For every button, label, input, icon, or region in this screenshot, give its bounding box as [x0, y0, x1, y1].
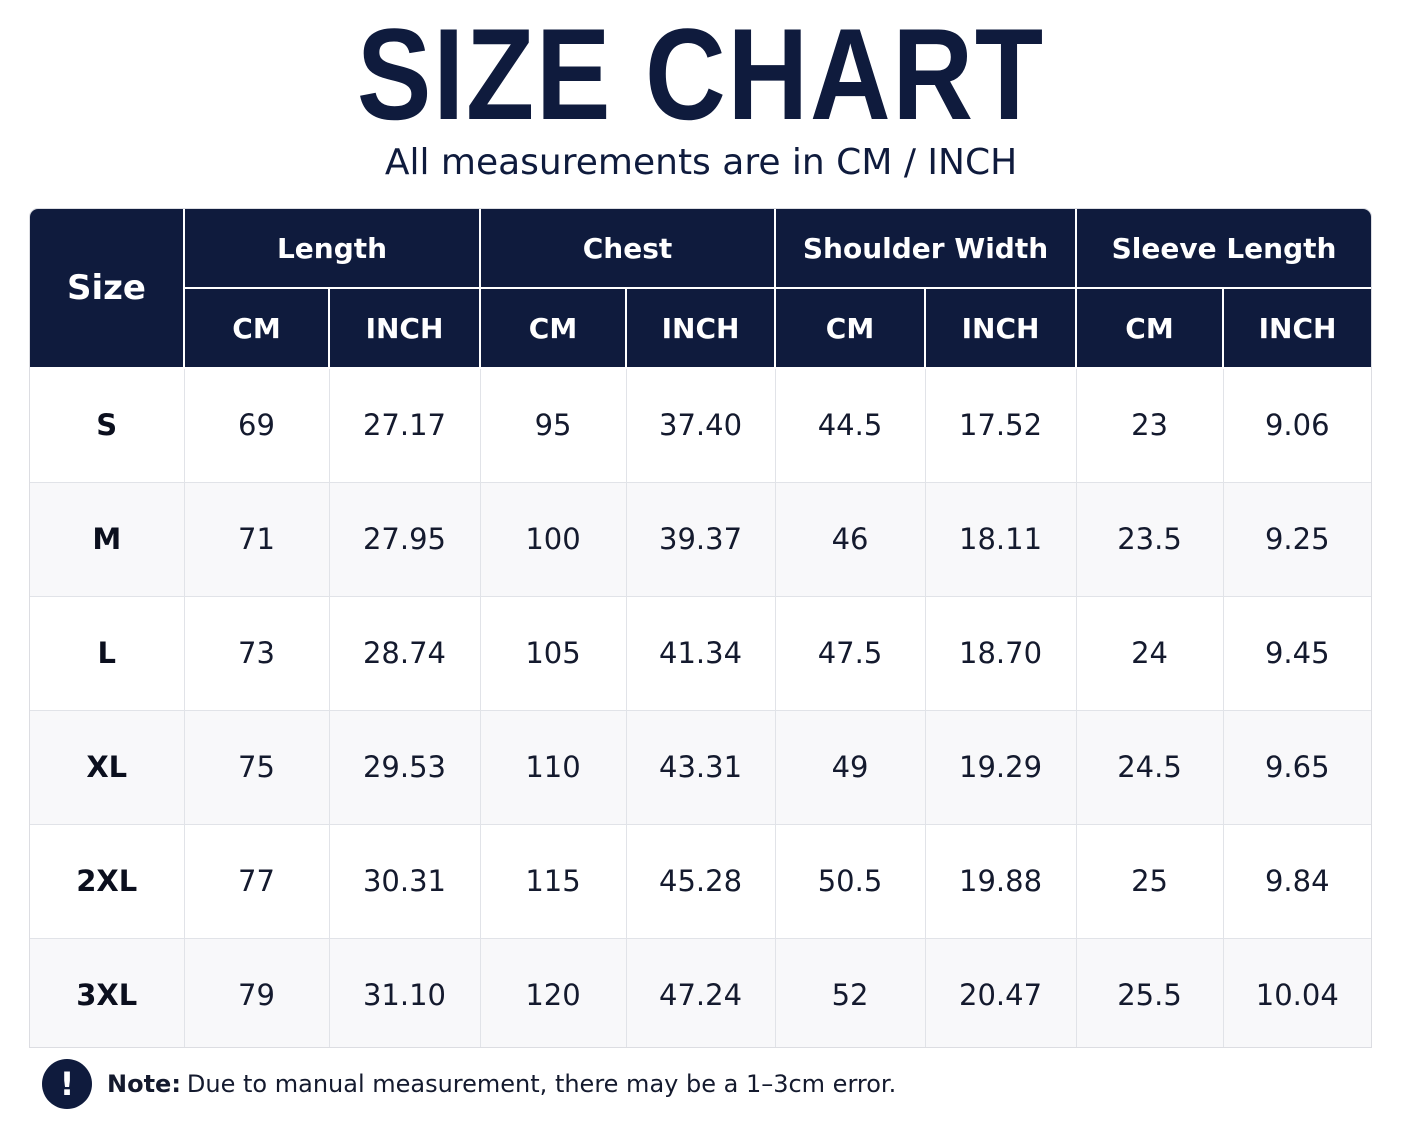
measurement-cell: 39.37: [625, 481, 776, 597]
measurement-cell: 95: [479, 368, 627, 483]
size-chart-table: Size Length Chest Shoulder Width Sleeve …: [30, 209, 1371, 1047]
measurement-cell: 110: [479, 709, 627, 825]
measurement-cell: 28.74: [328, 595, 481, 711]
measurement-cell: 41.34: [625, 595, 776, 711]
measurement-cell: 71: [183, 481, 330, 597]
table-row: XL 75 29.53 110 43.31 49 19.29 24.5 9.65: [30, 709, 1371, 825]
size-chart-body: S 69 27.17 95 37.40 44.5 17.52 23 9.06 M 71 27.95 10…: [30, 368, 1371, 1047]
table-row: 2XL 77 30.31 115 45.28 50.5 19.88 25 9.84: [30, 823, 1371, 939]
unit-header: CM: [479, 287, 628, 369]
measurement-cell: 25.5: [1075, 937, 1224, 1047]
sleeve-length-group-header: Sleeve Length: [1075, 209, 1371, 289]
length-group-header: Length: [182, 209, 482, 289]
unit-header: CM: [184, 287, 330, 369]
measurement-cell: 29.53: [328, 709, 481, 825]
measurement-cell: 19.88: [924, 823, 1077, 939]
measurement-cell: 9.25: [1222, 481, 1371, 597]
table-row: M 71 27.95 100 39.37 46 18.11 23.5 9.25: [30, 481, 1371, 597]
note-text: Note: Due to manual measurement, there ma…: [107, 1070, 896, 1098]
measurement-cell: 52: [774, 937, 926, 1047]
unit-header: INCH: [1222, 287, 1371, 369]
unit-header: INCH: [327, 287, 482, 369]
measurement-cell: 17.52: [924, 368, 1077, 483]
unit-header: INCH: [924, 287, 1078, 369]
measurement-cell: 18.70: [924, 595, 1077, 711]
size-column-header: Size: [30, 209, 185, 369]
measurement-cell: 30.31: [328, 823, 481, 939]
measurement-cell: 20.47: [924, 937, 1077, 1047]
measurement-cell: 73: [183, 595, 330, 711]
measurement-cell: 24.5: [1075, 709, 1224, 825]
measurement-cell: 115: [479, 823, 627, 939]
measurement-cell: 19.29: [924, 709, 1077, 825]
measurement-cell: 43.31: [625, 709, 776, 825]
measurement-cell: 27.95: [328, 481, 481, 597]
unit-header: INCH: [625, 287, 777, 369]
note-message: Due to manual measurement, there may be …: [186, 1070, 897, 1098]
measurement-cell: 24: [1075, 595, 1224, 711]
measurement-cell: 25: [1075, 823, 1224, 939]
size-cell: XL: [30, 709, 185, 825]
header-group-row: Size Length Chest Shoulder Width Sleeve …: [30, 209, 1371, 369]
measurement-cell: 77: [183, 823, 330, 939]
size-cell: L: [30, 595, 185, 711]
measurement-cell: 23: [1075, 368, 1224, 483]
size-cell: S: [30, 368, 185, 483]
note: ! Note: Due to manual measurement, there …: [42, 1058, 896, 1110]
measurement-cell: 50.5: [774, 823, 926, 939]
size-cell: M: [30, 481, 185, 597]
measurement-cell: 105: [479, 595, 627, 711]
note-label: Note:: [107, 1070, 181, 1098]
shoulder-width-group-header: Shoulder Width: [774, 209, 1078, 289]
measurement-cell: 9.06: [1222, 368, 1371, 483]
size-chart-table-container: Size Length Chest Shoulder Width Sleeve …: [30, 209, 1371, 1047]
exclamation-icon: !: [42, 1059, 92, 1109]
measurement-cell: 27.17: [328, 368, 481, 483]
measurement-cell: 45.28: [625, 823, 776, 939]
table-row: L 73 28.74 105 41.34 47.5 18.70 24 9.45: [30, 595, 1371, 711]
measurement-cell: 18.11: [924, 481, 1077, 597]
table-row: S 69 27.17 95 37.40 44.5 17.52 23 9.06: [30, 368, 1371, 483]
measurement-cell: 47.24: [625, 937, 776, 1047]
measurement-cell: 120: [479, 937, 627, 1047]
measurement-cell: 31.10: [328, 937, 481, 1047]
size-cell: 2XL: [30, 823, 185, 939]
measurement-cell: 49: [774, 709, 926, 825]
measurement-cell: 23.5: [1075, 481, 1224, 597]
unit-header: CM: [774, 287, 927, 369]
table-row: 3XL 79 31.10 120 47.24 52 20.47 25.5 10.04: [30, 937, 1371, 1047]
page-title: SIZE CHART: [356, 1, 1045, 147]
page-subtitle: All measurements are in CM / INCH: [384, 142, 1018, 183]
chest-group-header: Chest: [479, 209, 777, 289]
unit-header: CM: [1075, 287, 1225, 369]
measurement-cell: 47.5: [774, 595, 926, 711]
measurement-cell: 100: [479, 481, 627, 597]
measurement-cell: 37.40: [625, 368, 776, 483]
measurement-cell: 75: [183, 709, 330, 825]
measurement-cell: 10.04: [1222, 937, 1371, 1047]
measurement-cell: 9.65: [1222, 709, 1371, 825]
measurement-cell: 79: [183, 937, 330, 1047]
measurement-cell: 9.45: [1222, 595, 1371, 711]
header-unit-row: CM INCH CM INCH CM INCH CM INCH: [30, 287, 1371, 369]
measurement-cell: 44.5: [774, 368, 926, 483]
measurement-cell: 46: [774, 481, 926, 597]
measurement-cell: 9.84: [1222, 823, 1371, 939]
measurement-cell: 69: [183, 368, 330, 483]
size-cell: 3XL: [30, 937, 185, 1047]
